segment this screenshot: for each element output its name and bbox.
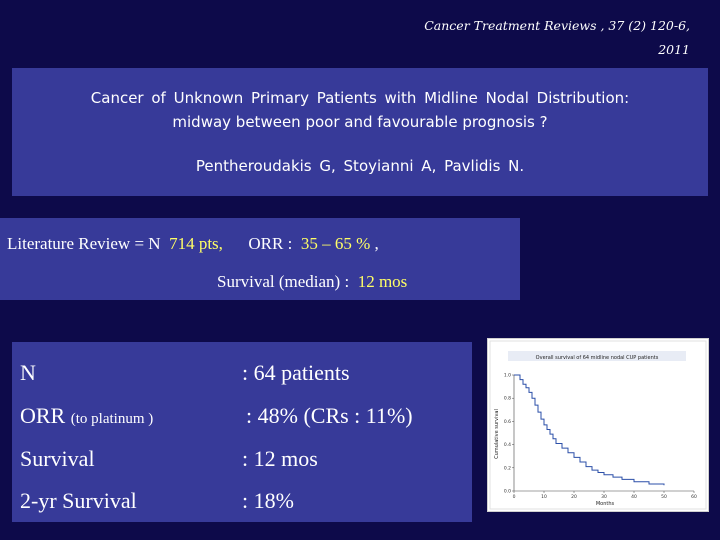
literature-survival-row: Survival (median) : 12 mos bbox=[217, 272, 407, 292]
stat-label-orr-note: (to platinum ) bbox=[70, 411, 154, 427]
citation-year: 2011 bbox=[658, 42, 690, 57]
chart-y-tick-label: 0.2 bbox=[504, 465, 511, 471]
stat-value-orr: : 48% (CRs : 11%) bbox=[246, 403, 413, 428]
literature-review-box: Literature Review = N 714 pts, ORR : 35 … bbox=[0, 218, 520, 300]
slide-title-line-2: midway between poor and favourable progn… bbox=[172, 113, 548, 131]
chart-y-tick-label: 0.6 bbox=[504, 419, 511, 425]
chart-y-tick-label: 1.0 bbox=[504, 373, 511, 379]
stat-value-n: : 64 patients bbox=[242, 360, 350, 385]
chart-x-tick-label: 10 bbox=[541, 494, 547, 500]
stat-value-2yr-survival: : 18% bbox=[242, 488, 294, 513]
chart-y-tick-label: 0.4 bbox=[504, 442, 511, 448]
literature-row: Literature Review = N 714 pts, ORR : 35 … bbox=[7, 234, 379, 254]
stat-label-orr: ORR (to platinum ) bbox=[20, 403, 154, 428]
chart-y-tick-label: 0.0 bbox=[504, 489, 511, 495]
survival-chart: Overall survival of 64 midline nodal CUP… bbox=[487, 338, 709, 512]
survival-curve bbox=[514, 374, 665, 486]
citation-journal: Cancer Treatment Reviews , 37 (2) 120-6, bbox=[424, 18, 690, 33]
stat-label-n: N bbox=[20, 360, 36, 385]
chart-x-label: Months bbox=[596, 501, 615, 507]
literature-label: Literature Review = N bbox=[7, 234, 161, 253]
authors: Pentheroudakis G, Stoyianni A, Pavlidis … bbox=[195, 157, 525, 175]
chart-x-tick-label: 0 bbox=[513, 494, 516, 500]
chart-y-tick-label: 0.8 bbox=[504, 396, 511, 402]
chart-y-label: Cumulative survival bbox=[494, 409, 500, 459]
orr-suffix: , bbox=[374, 234, 379, 253]
stat-value-survival: : 12 mos bbox=[242, 446, 318, 471]
stat-label-survival: Survival bbox=[20, 446, 95, 471]
survival-value: 12 mos bbox=[357, 272, 408, 291]
chart-x-tick-label: 30 bbox=[601, 494, 607, 500]
study-stats-box: N : 64 patients ORR (to platinum ) : 48%… bbox=[12, 342, 472, 522]
chart-x-tick-label: 20 bbox=[571, 494, 577, 500]
survival-chart-svg: Overall survival of 64 midline nodal CUP… bbox=[489, 340, 707, 510]
chart-x-tick-label: 60 bbox=[691, 494, 697, 500]
slide-title-line-1: Cancer of Unknown Primary Patients with … bbox=[90, 89, 630, 107]
title-box: Cancer of Unknown Primary Patients with … bbox=[12, 68, 708, 196]
chart-x-tick-label: 50 bbox=[661, 494, 667, 500]
chart-x-tick-label: 40 bbox=[631, 494, 637, 500]
survival-label: Survival (median) : bbox=[217, 272, 350, 291]
stat-label-2yr-survival: 2-yr Survival bbox=[20, 488, 137, 513]
orr-label: ORR : bbox=[248, 234, 293, 253]
orr-value: 35 – 65 % bbox=[300, 234, 371, 253]
citation: Cancer Treatment Reviews , 37 (2) 120-6,… bbox=[390, 14, 690, 62]
literature-n: 714 pts, bbox=[169, 234, 223, 253]
chart-title: Overall survival of 64 midline nodal CUP… bbox=[536, 355, 659, 361]
